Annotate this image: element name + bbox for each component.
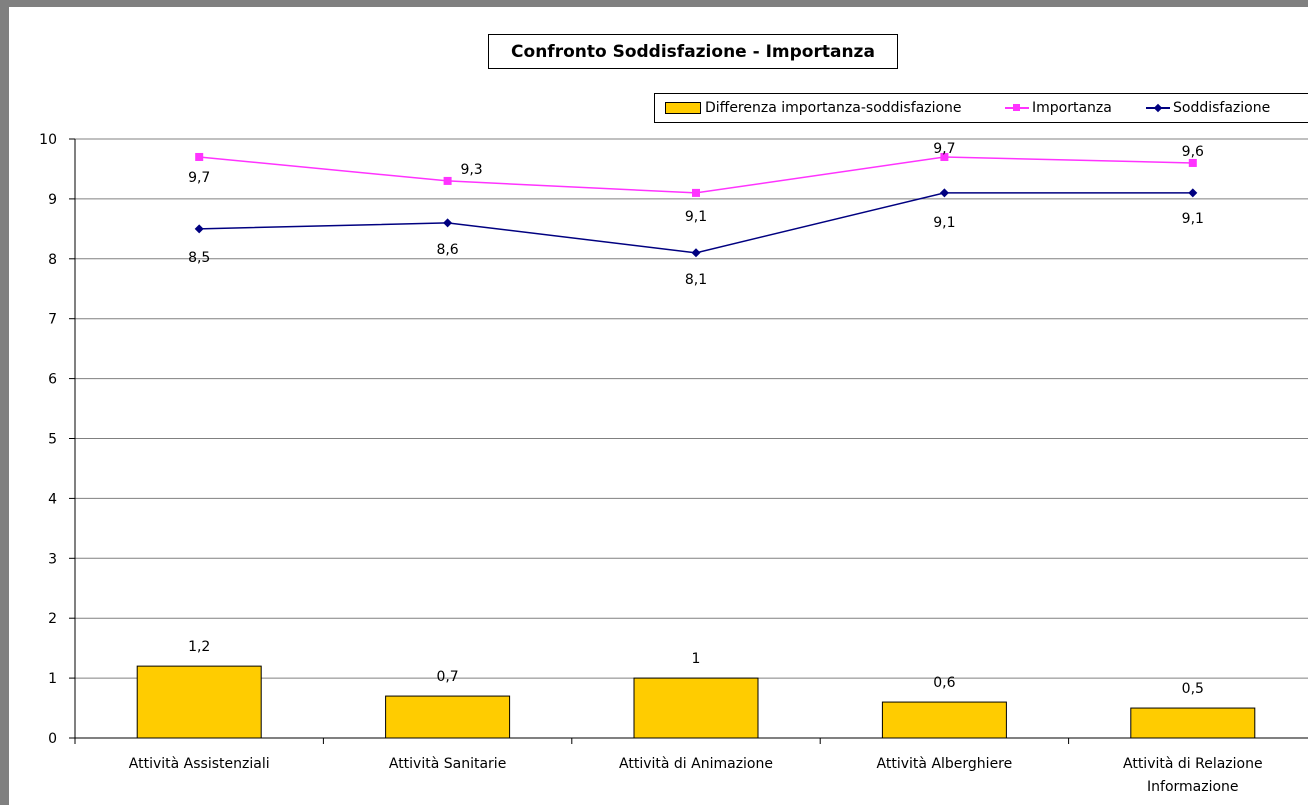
y-tick-label: 7 [48,312,57,328]
bar [136,665,262,739]
bar [385,695,511,739]
line-data-label: 8,1 [685,272,707,288]
legend-importanza-swatch [1005,102,1029,114]
line-data-label: 8,6 [436,242,458,258]
line-marker [939,188,949,198]
x-tick-label: Informazione [1147,779,1239,795]
legend-item-importanza: Importanza [1005,94,1112,122]
y-tick-label: 10 [39,132,57,148]
line-data-label: 9,7 [188,170,210,186]
legend-soddisfazione-swatch [1146,102,1170,114]
bar-data-label: 0,5 [1182,681,1204,697]
y-tick-label: 9 [48,192,57,208]
line-marker [443,218,453,228]
line-marker [1188,188,1198,198]
x-tick-label: Attività Alberghiere [877,756,1013,772]
bar-data-label: 1,2 [188,639,210,655]
x-tick-label: Attività Assistenziali [129,756,270,772]
x-tick-label: Attività di Relazione [1123,756,1263,772]
legend-label-importanza: Importanza [1032,100,1112,116]
series-line [199,156,1193,194]
chart-legend: Differenza importanza-soddisfazione Impo… [654,93,1308,123]
y-tick-label: 6 [48,372,57,388]
y-tick-label: 2 [48,611,57,627]
y-tick-label: 1 [48,671,57,687]
line-marker [1188,158,1197,167]
x-tick-label: Attività di Animazione [619,756,773,772]
y-tick-label: 8 [48,252,57,268]
line-data-label: 9,1 [1182,211,1204,227]
legend-item-soddisfazione: Soddisfazione [1146,94,1270,122]
bar-data-label: 1 [692,651,701,667]
bar [881,701,1007,739]
legend-bar-swatch [665,102,701,114]
line-marker [691,248,701,258]
y-tick-label: 4 [48,491,57,507]
line-marker [194,224,204,234]
line-data-label: 9,6 [1182,144,1204,160]
x-tick-label: Attività Sanitarie [389,756,506,772]
line-data-label: 8,5 [188,250,210,266]
chart-title: Confronto Soddisfazione - Importanza [488,34,898,69]
y-tick-label: 0 [48,731,57,747]
chart-svg: 0 1 2 3 4 5 6 7 8 9 10 Attività Assistenziali Attivi… [39,132,1308,795]
line-marker [195,152,204,161]
legend-label-differenza: Differenza importanza-soddisfazione [705,100,962,116]
line-marker [443,176,452,185]
bar-data-label: 0,7 [436,669,458,685]
bar [1130,707,1256,739]
line-data-label: 9,1 [685,209,707,225]
line-data-label: 9,7 [933,141,955,157]
line-data-label: 9,3 [460,162,482,178]
line-marker [692,188,700,197]
line-data-label: 9,1 [933,215,955,231]
bar-data-label: 0,6 [933,675,955,691]
y-tick-label: 3 [48,551,57,567]
y-tick-label: 5 [48,432,57,448]
legend-label-soddisfazione: Soddisfazione [1173,100,1271,116]
legend-item-differenza: Differenza importanza-soddisfazione [665,94,962,122]
line-marker [940,152,949,161]
bar [633,677,759,739]
